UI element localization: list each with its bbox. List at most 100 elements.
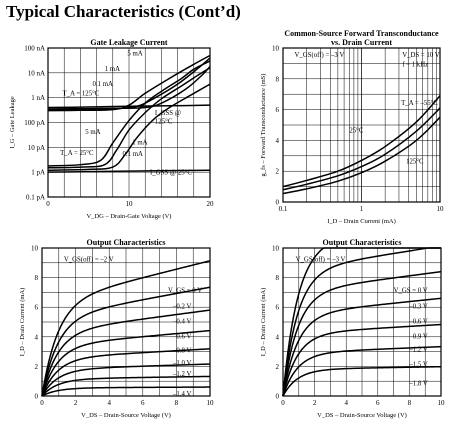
gate-leakage-y-axis-label: I_G – Gate Leakage: [9, 96, 16, 149]
gate-leakage-series-line: [47, 60, 211, 167]
output-1-y-tick-label: 8: [35, 274, 39, 282]
output-1-series-line: [41, 286, 211, 397]
gate-leakage-x-axis-label: V_DG – Drain-Gate Voltage (V): [87, 213, 172, 220]
gate-leakage-x-tick-label: 20: [207, 200, 215, 208]
output-2-y-tick-label: 2: [276, 363, 280, 371]
transconductance-subtitle: vs. Drain Current: [331, 38, 392, 47]
gate-leakage-y-tick-label: 100 pA: [24, 119, 45, 127]
output-1-x-tick-label: 2: [74, 399, 78, 407]
transconductance-y-tick-label: 4: [276, 137, 280, 145]
output-2-x-tick-label: 2: [313, 399, 317, 407]
gate-leakage-annotation: 1 mA: [105, 66, 120, 73]
output-2-x-tick-label: 0: [281, 399, 285, 407]
output-1-x-tick-label: 8: [175, 399, 179, 407]
transconductance-annotation: 25°C: [349, 128, 364, 135]
output-1-annotation: –1.2 V: [172, 371, 191, 378]
transconductance-y-axis-label: g_fs – Forward Transconductance (mS): [260, 74, 267, 177]
transconductance-annotation: V_DS = 10 V: [402, 52, 440, 59]
output-2-series-line: [282, 323, 442, 397]
gate-leakage-y-tick-label: 1 pA: [31, 169, 45, 177]
output-2-series-line: [282, 345, 442, 397]
gate-leakage-x-tick-label: 0: [46, 200, 50, 208]
output-2-series-line: [282, 270, 442, 397]
transconductance-x-tick-label: 1: [360, 205, 364, 213]
output-2-x-tick-label: 10: [438, 399, 446, 407]
output-2-series-line: [282, 247, 441, 397]
output-2-y-tick-label: 10: [272, 245, 280, 253]
output-1-y-tick-label: 4: [35, 333, 39, 341]
page-title: Typical Characteristics (Cont’d): [6, 2, 241, 21]
output-1-annotation: –1.4 V: [172, 391, 191, 398]
transconductance-y-tick-label: 8: [276, 75, 280, 83]
output-2-y-tick-label: 4: [276, 333, 280, 341]
gate-leakage-y-tick-label: 10 pA: [28, 144, 45, 152]
gate-leakage-annotation: T_A = 125°C: [63, 91, 100, 98]
output-1-series-line: [41, 309, 211, 397]
output-2-x-tick-label: 4: [344, 399, 348, 407]
output-2-title: Output Characteristics: [323, 238, 402, 247]
output-2-y-tick-label: 8: [276, 274, 280, 282]
output-1-x-tick-label: 0: [40, 399, 44, 407]
gate-leakage-series-line: [47, 169, 211, 173]
output-2-series-line: [282, 365, 442, 397]
output-1-annotation: –0.4 V: [172, 318, 191, 325]
gate-leakage-annotation: 5 mA: [85, 129, 100, 136]
transconductance-plot-frame: [282, 47, 441, 203]
output-1-annotation: –0.6 V: [172, 333, 191, 340]
output-2-series-line: [282, 297, 442, 397]
output-characteristics-2-chart: 0 2 4 6 8 10 0 2 4 6 8 10 Output Characteristics V_DS…: [260, 238, 446, 419]
transconductance-series-line: [282, 107, 441, 191]
transconductance-annotation: T_A = –55°C: [401, 100, 438, 107]
gate-leakage-y-tick-label: 0.1 pA: [26, 194, 45, 202]
output-1-y-tick-label: 0: [35, 393, 39, 401]
gate-leakage-annotation: 0.1 mA: [123, 151, 143, 158]
output-1-annotation: V_GS = 0 V: [168, 287, 202, 294]
gate-leakage-series-line: [47, 67, 211, 169]
output-1-annotation: –0.8 V: [172, 347, 191, 354]
output-1-annotation: –1.0 V: [172, 360, 191, 367]
gate-leakage-annotation: 5 mA: [127, 50, 142, 57]
output-1-series-line: [41, 363, 211, 397]
output-1-x-axis-label: V_DS – Drain-Source Voltage (V): [81, 412, 171, 419]
gate-leakage-plot-frame: [47, 47, 211, 198]
output-2-annotation: –1.5 V: [408, 361, 427, 368]
transconductance-series-line: [282, 95, 441, 188]
output-2-x-tick-label: 8: [408, 399, 412, 407]
output-1-series-line: [41, 260, 211, 397]
transconductance-y-tick-label: 2: [276, 168, 280, 176]
gate-leakage-annotation: I_GSS @: [155, 110, 181, 117]
transconductance-x-tick-label: 0.1: [279, 205, 288, 213]
transconductance-annotation: V_GS(off) = –3 V: [294, 52, 344, 59]
output-1-y-tick-label: 2: [35, 363, 39, 371]
output-1-series-line: [41, 348, 211, 397]
output-2-series-line: [282, 247, 441, 397]
output-2-y-axis-label: I_D – Drain Current (mA): [260, 288, 267, 357]
output-2-x-axis-label: V_DS – Drain-Source Voltage (V): [317, 412, 407, 419]
output-2-annotation: –0.6 V: [408, 318, 427, 325]
transconductance-y-tick-label: 0: [276, 199, 280, 207]
output-characteristics-1-chart: 0 2 4 6 8 10 0 2 4 6 8 10 Output Characteristics V_DS…: [19, 238, 215, 419]
output-2-annotation: –0.9 V: [408, 333, 427, 340]
output-2-y-tick-label: 0: [276, 393, 280, 401]
output-2-annotation: V_GS = 0 V: [394, 287, 428, 294]
gate-leakage-annotation: 1 mA: [132, 140, 147, 147]
output-1-plot-frame: [41, 247, 211, 397]
gate-leakage-y-tick-label: 10 nA: [28, 69, 45, 77]
output-1-x-tick-label: 4: [107, 399, 111, 407]
gate-leakage-y-tick-label: 1 nA: [31, 94, 45, 102]
output-1-series-line: [41, 386, 210, 397]
transconductance-y-tick-label: 6: [276, 106, 280, 114]
transconductance-annotation: f = 1 kHz: [402, 61, 428, 68]
transconductance-title: Common-Source Forward Transconductance: [284, 29, 439, 38]
transconductance-chart: 0.1 1 10 0 2 4 6 8 10 Common-Source Forward Trans…: [260, 29, 444, 225]
output-2-annotation: –1.8 V: [408, 381, 427, 388]
gate-leakage-series-line: [47, 83, 211, 171]
output-1-annotation: V_GS(off) = –2 V: [64, 256, 114, 263]
gate-leakage-series-line: [47, 54, 211, 112]
gate-leakage-title: Gate Leakage Current: [90, 38, 168, 47]
output-1-x-tick-label: 10: [207, 399, 215, 407]
gate-leakage-y-tick-label: 100 nA: [24, 45, 45, 53]
output-1-series-line: [41, 329, 211, 397]
output-2-x-tick-label: 6: [376, 399, 380, 407]
gate-leakage-annotation: I_GSS @ 25°C: [150, 170, 192, 177]
